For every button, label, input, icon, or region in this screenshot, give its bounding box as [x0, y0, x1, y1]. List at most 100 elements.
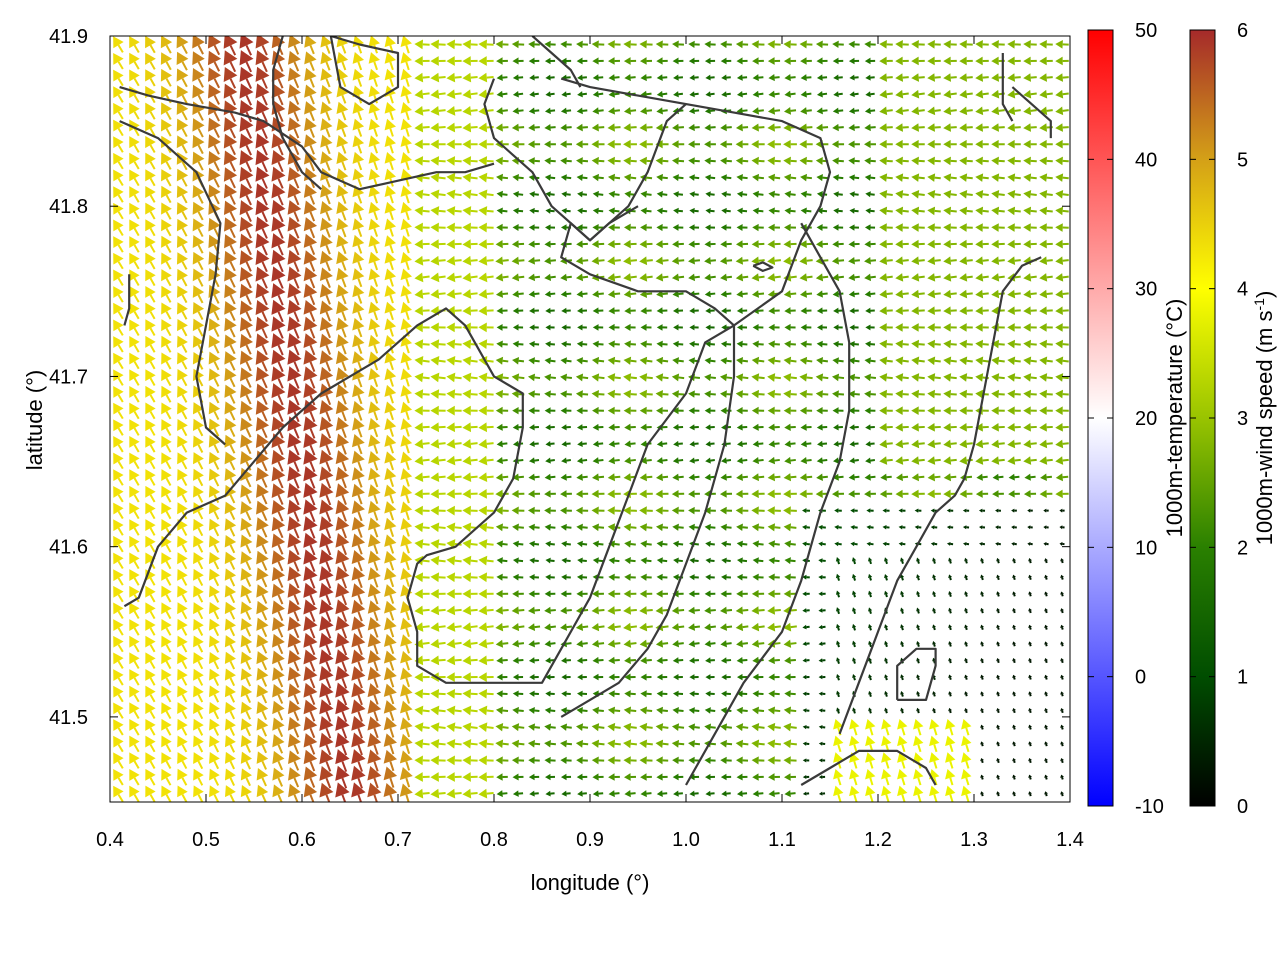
wind-arrow — [1055, 207, 1068, 216]
wind-arrow — [528, 740, 540, 748]
wind-arrow — [1007, 340, 1020, 349]
wind-arrow — [916, 608, 920, 614]
wind-arrow — [145, 53, 156, 70]
wind-arrow — [656, 707, 668, 714]
wind-arrow — [991, 123, 1004, 132]
wind-arrow — [561, 541, 571, 547]
wind-arrow — [462, 422, 477, 432]
wind-arrow — [129, 386, 139, 402]
wind-arrow — [414, 206, 429, 216]
wind-arrow — [113, 652, 123, 668]
wind-arrow — [177, 252, 188, 269]
wind-arrow — [193, 785, 204, 802]
wind-arrow — [964, 675, 968, 680]
wind-arrow — [964, 558, 968, 564]
wind-arrow — [497, 191, 508, 198]
wind-arrow — [430, 56, 445, 66]
wind-arrow — [209, 569, 220, 586]
wind-arrow — [177, 402, 188, 419]
wind-arrow — [623, 739, 637, 748]
wind-arrow — [784, 557, 795, 564]
wind-arrow — [607, 623, 620, 632]
wind-arrow — [991, 440, 1004, 449]
wind-arrow — [496, 57, 508, 65]
wind-arrow — [768, 307, 779, 314]
wind-arrow — [513, 224, 524, 231]
wind-arrow — [624, 290, 636, 298]
wind-arrow — [868, 708, 872, 714]
wind-arrow — [673, 308, 683, 314]
wind-arrow — [272, 734, 284, 753]
wind-arrow — [767, 240, 780, 248]
wind-arrow — [401, 269, 412, 287]
wind-arrow — [335, 766, 349, 789]
wind-arrow — [336, 152, 348, 171]
wind-arrow — [964, 691, 968, 696]
wind-arrow — [368, 468, 380, 487]
wind-arrow — [721, 208, 730, 214]
wind-arrow — [641, 790, 652, 797]
wind-arrow — [640, 590, 652, 598]
wind-arrow — [1060, 691, 1064, 696]
wind-arrow — [884, 574, 888, 580]
wind-arrow — [608, 290, 620, 298]
wind-arrow — [145, 636, 155, 652]
wind-arrow — [975, 223, 989, 232]
wind-arrow — [113, 253, 123, 269]
wind-arrow — [496, 174, 508, 182]
wind-arrow — [817, 457, 827, 464]
wind-arrow — [177, 436, 188, 453]
wind-arrow — [497, 441, 508, 448]
wind-arrow — [849, 786, 859, 802]
wind-arrow — [752, 357, 764, 365]
wind-arrow — [752, 40, 765, 48]
wind-arrow — [336, 434, 349, 455]
wind-arrow — [1007, 323, 1021, 332]
wind-arrow — [927, 390, 940, 399]
wind-arrow — [478, 572, 493, 582]
wind-arrow — [446, 189, 461, 199]
wind-arrow — [544, 390, 556, 397]
wind-arrow — [1040, 473, 1052, 481]
wind-arrow — [161, 286, 172, 303]
wind-arrow — [529, 774, 539, 781]
wind-arrow — [384, 418, 396, 436]
wind-arrow — [784, 574, 795, 581]
wind-arrow — [320, 300, 333, 321]
wind-arrow — [803, 758, 809, 762]
wind-arrow — [129, 702, 139, 718]
wind-arrow — [145, 502, 155, 518]
wind-arrow — [705, 324, 714, 330]
wind-arrow — [225, 552, 236, 570]
wind-arrow — [576, 140, 588, 148]
wind-arrow — [991, 356, 1004, 365]
wind-arrow — [803, 725, 810, 729]
wind-arrow — [929, 786, 939, 802]
wind-arrow — [963, 542, 969, 546]
wind-arrow — [947, 525, 953, 529]
wind-arrow — [897, 786, 907, 802]
wind-arrow — [225, 719, 236, 736]
wind-arrow — [784, 473, 797, 481]
wind-arrow — [833, 736, 843, 752]
wind-arrow — [225, 418, 237, 437]
wind-arrow — [513, 208, 523, 214]
wind-arrow — [414, 56, 429, 66]
wind-arrow — [849, 91, 858, 97]
wind-arrow — [529, 91, 539, 97]
wind-arrow — [852, 657, 856, 663]
wind-arrow — [528, 474, 539, 481]
wind-arrow — [1007, 123, 1020, 132]
wind-arrow — [368, 302, 380, 320]
wind-arrow — [430, 373, 445, 383]
wind-arrow — [752, 590, 764, 598]
wind-arrow — [529, 291, 540, 298]
wind-arrow — [544, 607, 556, 614]
wind-arrow — [911, 140, 925, 149]
wind-arrow — [593, 457, 604, 464]
wind-arrow — [689, 707, 700, 714]
wind-arrow — [113, 436, 123, 452]
wind-arrow — [528, 390, 540, 398]
wind-arrow — [478, 456, 493, 466]
wind-arrow — [336, 268, 348, 287]
